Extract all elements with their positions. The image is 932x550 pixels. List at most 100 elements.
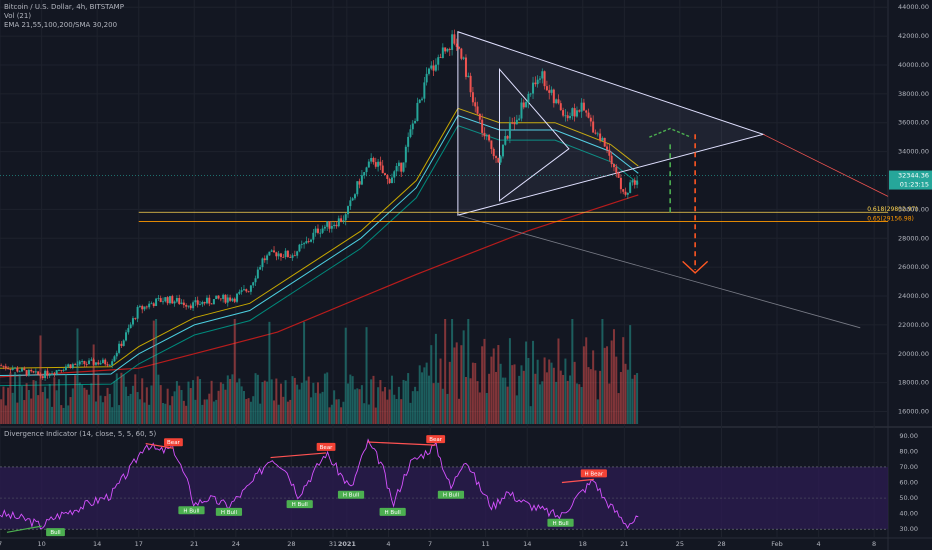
price-tick-label: 30000.00 [898, 205, 929, 213]
volume-bar [194, 399, 197, 424]
volume-bar [497, 345, 500, 424]
candle-body [138, 306, 141, 307]
volume-bar [464, 377, 467, 424]
divergence-label-box [547, 518, 574, 527]
volume-bar [236, 382, 239, 424]
volume-bar [261, 382, 264, 424]
ema55-line [0, 114, 639, 376]
volume-bar [219, 382, 222, 424]
volume-bar [458, 398, 461, 424]
price-tick-label: 36000.00 [898, 119, 929, 127]
candle-body [90, 359, 93, 361]
candle-body [430, 65, 433, 69]
candle-body [333, 224, 336, 227]
candle-body [298, 244, 301, 252]
candle-body [511, 122, 514, 124]
candle-body [529, 93, 532, 95]
candle-body [162, 301, 165, 303]
time-tick-label: 14 [93, 540, 101, 548]
volume-bar [455, 342, 458, 424]
rsi-tick-label: 90.00 [899, 432, 918, 440]
candle-body [407, 136, 410, 147]
candle-body [164, 297, 167, 302]
candle-body [7, 368, 10, 370]
price-tick-label: 44000.00 [898, 3, 929, 11]
candle-body [559, 103, 562, 111]
volume-bar [224, 389, 227, 424]
candle-body [504, 136, 507, 145]
volume-bar [51, 406, 54, 424]
candle-body [53, 373, 56, 375]
candle-body [462, 57, 465, 59]
candle-body [44, 370, 47, 379]
indicator-title[interactable]: Divergence Indicator (14, close, 5, 5, 6… [4, 430, 157, 438]
candle-body [464, 57, 467, 77]
candle-body [99, 363, 102, 365]
volume-bar [407, 373, 410, 424]
candle-body [384, 173, 387, 176]
volume-bar [37, 395, 40, 424]
candle-body [115, 352, 118, 357]
candle-body [131, 318, 134, 325]
volume-bar [284, 380, 287, 424]
symbol-title[interactable]: Bitcoin / U.S. Dollar, 4h, BITSTAMP [4, 3, 124, 11]
candle-body [469, 75, 472, 93]
candle-body [400, 162, 403, 172]
rsi-line [0, 438, 639, 530]
volume-bar [312, 382, 315, 424]
divergence-label-box [286, 500, 313, 509]
volume-bar [569, 375, 572, 424]
volume-bar [23, 400, 26, 424]
candle-body [372, 157, 375, 163]
candle-body [129, 324, 132, 329]
candle-body [569, 116, 572, 119]
volume-bar [162, 402, 165, 424]
candle-body [589, 117, 592, 122]
candle-body [60, 370, 63, 371]
candle-body [236, 293, 239, 302]
candle-body [2, 365, 5, 367]
fib-label: 0.65(29156.98) [867, 216, 914, 223]
volume-legend[interactable]: Vol (21) [4, 12, 32, 20]
volume-bar [148, 404, 151, 424]
divergence-label-box [316, 442, 336, 451]
candle-body [351, 198, 354, 201]
volume-bar [495, 371, 498, 424]
volume-bar [552, 367, 555, 424]
ma-legend[interactable]: EMA 21,55,100,200/SMA 30,200 [4, 21, 118, 29]
candle-body [492, 148, 495, 157]
volume-bar [9, 372, 12, 424]
candle-body [203, 302, 206, 304]
volume-bar [175, 381, 178, 424]
volume-bar [7, 387, 10, 424]
candle-body [538, 78, 541, 80]
candle-body [319, 232, 322, 234]
volume-bar [550, 362, 553, 424]
rsi-tick-label: 40.00 [899, 510, 918, 518]
candle-body [448, 48, 451, 50]
volume-bar [615, 356, 618, 424]
candle-body [194, 300, 197, 303]
volume-bar [460, 345, 463, 424]
volume-bar [446, 393, 449, 424]
candle-body [335, 224, 338, 227]
candle-body [108, 365, 111, 367]
rsi-tick-label: 30.00 [899, 525, 918, 533]
volume-bar [215, 399, 218, 424]
price-tick-label: 18000.00 [898, 379, 929, 387]
volume-bar [323, 373, 326, 424]
time-tick-label: 8 [872, 540, 876, 548]
candle-body [536, 79, 539, 85]
time-tick-label: 24 [232, 540, 240, 548]
candle-body [189, 305, 192, 309]
volume-bar [217, 390, 220, 424]
candle-body [328, 221, 331, 229]
candle-body [578, 110, 581, 112]
volume-bar [277, 404, 280, 424]
candle-body [71, 364, 74, 369]
candle-body [30, 369, 33, 372]
divergence-label-text: Bear [429, 437, 443, 443]
candle-body [277, 253, 280, 257]
